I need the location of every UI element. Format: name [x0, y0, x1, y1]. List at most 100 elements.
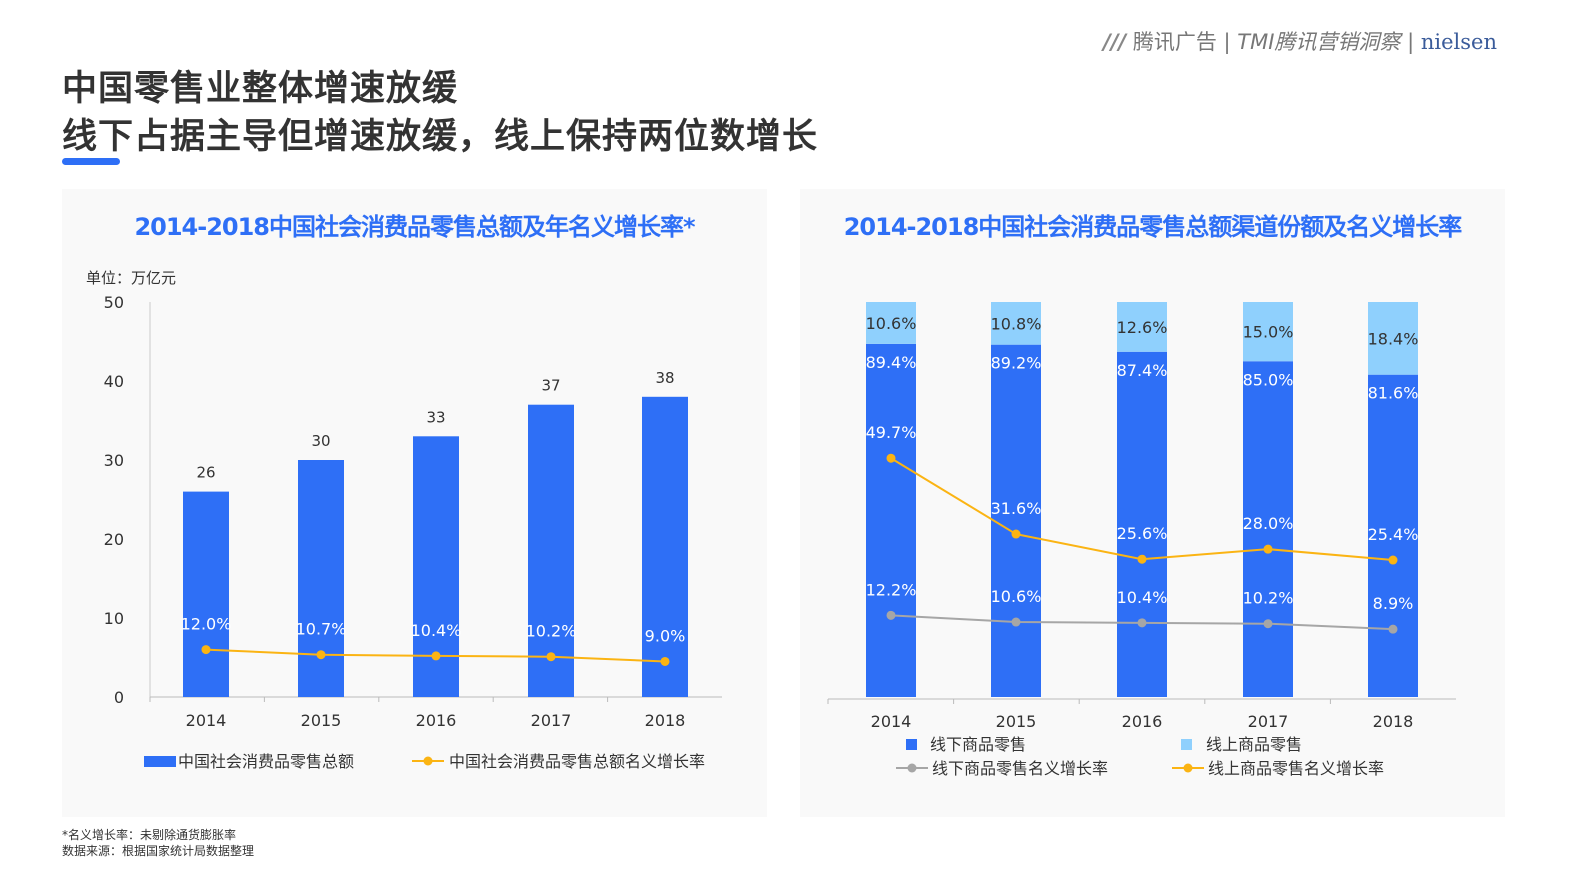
bar-offline [866, 343, 916, 697]
growth-point [1388, 624, 1398, 634]
growth-label: 10.2% [526, 622, 577, 641]
x-tick-label: 2018 [1373, 712, 1414, 731]
online-share-label: 10.6% [866, 314, 917, 333]
brand-logos: /// 腾讯广告 | TMI腾讯营销洞察 | nielsen [1103, 30, 1497, 54]
y-tick-label: 50 [104, 293, 124, 312]
offline-share-label: 81.6% [1368, 384, 1419, 403]
bar-value-label: 33 [426, 408, 445, 426]
legend-line-marker [907, 763, 917, 773]
growth-point [546, 652, 556, 662]
legend-label: 线下商品零售 [930, 735, 1026, 754]
x-tick-label: 2015 [301, 711, 342, 730]
y-tick-label: 0 [114, 688, 124, 707]
y-tick-label: 40 [104, 372, 124, 391]
tencent-ads-logo-icon: /// [1103, 30, 1127, 54]
bar-offline [1368, 374, 1418, 697]
bar-online [991, 302, 1041, 345]
legend-label: 中国社会消费品零售总额名义增长率 [449, 752, 705, 771]
growth-label: 25.6% [1117, 524, 1168, 543]
legend-label: 线下商品零售名义增长率 [932, 759, 1108, 778]
bar-online [1243, 302, 1293, 362]
page-title-line1: 中国零售业整体增速放缓 [62, 69, 459, 109]
legend-label: 线上商品零售名义增长率 [1208, 759, 1384, 778]
growth-label: 31.6% [991, 499, 1042, 518]
offline-share-label: 87.4% [1117, 361, 1168, 380]
growth-label: 8.9% [1373, 594, 1414, 613]
growth-point [886, 610, 896, 620]
bar [528, 404, 574, 697]
growth-label: 25.4% [1368, 525, 1419, 544]
left-chart: 单位：万亿元 0 10 20 30 40 50 2014 26 2015 30 2016 33 2017 3… [86, 269, 722, 771]
y-tick-label: 30 [104, 451, 124, 470]
tencent-ads-logo: 腾讯广告 [1132, 30, 1217, 54]
left-chart-panel: 2014-2018中国社会消费品零售总额及年名义增长率* 单位：万亿元 0 10 20… [62, 189, 767, 817]
growth-label: 12.2% [866, 580, 917, 599]
x-tick-label: 2014 [871, 712, 912, 731]
title-accent-bar [62, 158, 120, 165]
bar-value-label: 38 [655, 369, 674, 387]
growth-point [660, 656, 670, 666]
x-tick-label: 2017 [1248, 712, 1289, 731]
growth-point [1011, 529, 1021, 539]
x-tick-label: 2016 [416, 711, 457, 730]
offline-share-label: 89.4% [866, 353, 917, 372]
legend-offline-swatch [906, 739, 917, 750]
offline-share-label: 85.0% [1243, 370, 1294, 389]
bar [298, 460, 344, 697]
x-tick-label: 2016 [1122, 712, 1163, 731]
nielsen-logo: nielsen [1420, 30, 1497, 54]
growth-label: 12.0% [181, 615, 232, 634]
online-share-label: 10.8% [991, 314, 1042, 333]
x-tick-label: 2014 [186, 711, 227, 730]
bar-value-label: 30 [311, 432, 330, 450]
growth-point [886, 453, 896, 463]
growth-point [201, 645, 211, 655]
growth-point [316, 650, 326, 660]
growth-label: 10.4% [1117, 588, 1168, 607]
bar [642, 396, 688, 697]
bar-online [866, 302, 916, 344]
online-share-label: 12.6% [1117, 318, 1168, 337]
y-tick-label: 10 [104, 609, 124, 628]
footnote: *名义增长率：未剔除通货膨胀率 [62, 828, 237, 842]
unit-label: 单位：万亿元 [86, 269, 176, 287]
x-tick-label: 2018 [645, 711, 686, 730]
growth-label: 10.4% [411, 621, 462, 640]
bar-value-label: 26 [196, 464, 215, 482]
chart-title: 2014-2018中国社会消费品零售总额及年名义增长率* [134, 213, 695, 241]
bar-value-label: 37 [541, 377, 560, 395]
growth-label: 10.2% [1243, 589, 1294, 608]
growth-point [1137, 554, 1147, 564]
x-tick-label: 2015 [996, 712, 1037, 731]
tmi-logo: TMI腾讯营销洞察 [1237, 30, 1401, 54]
growth-label: 10.6% [991, 587, 1042, 606]
bar [183, 491, 229, 697]
right-chart: 2014 10.6% 89.4% 2015 10.8% 89.2% 2016 12.6% 87.… [827, 302, 1456, 778]
x-tick-label: 2017 [531, 711, 572, 730]
growth-label: 49.7% [866, 423, 917, 442]
bar-online [1368, 302, 1418, 375]
growth-point [1011, 617, 1021, 627]
growth-label: 28.0% [1243, 514, 1294, 533]
growth-point [431, 651, 441, 661]
legend-line-marker [1183, 763, 1193, 773]
legend-label: 线上商品零售 [1206, 735, 1302, 754]
legend-bar-swatch [144, 756, 176, 767]
chart-title: 2014-2018中国社会消费品零售总额渠道份额及名义增长率 [843, 213, 1463, 241]
y-tick-label: 20 [104, 530, 124, 549]
page-title-line2: 线下占据主导但增速放缓，线上保持两位数增长 [62, 117, 819, 157]
data-source: 数据来源：根据国家统计局数据整理 [62, 844, 255, 858]
growth-point [1137, 618, 1147, 628]
growth-label: 10.7% [296, 620, 347, 639]
legend-line-marker [423, 756, 433, 766]
growth-label: 9.0% [645, 626, 686, 645]
bar-offline [1117, 351, 1167, 697]
right-chart-panel: 2014-2018中国社会消费品零售总额渠道份额及名义增长率 2014 10.6%… [800, 189, 1505, 817]
online-share-label: 18.4% [1368, 329, 1419, 348]
growth-point [1263, 619, 1273, 629]
offline-share-label: 89.2% [991, 354, 1042, 373]
bar-offline [1243, 361, 1293, 697]
growth-point [1388, 555, 1398, 565]
bar-offline [991, 344, 1041, 697]
legend-online-swatch [1181, 739, 1192, 750]
